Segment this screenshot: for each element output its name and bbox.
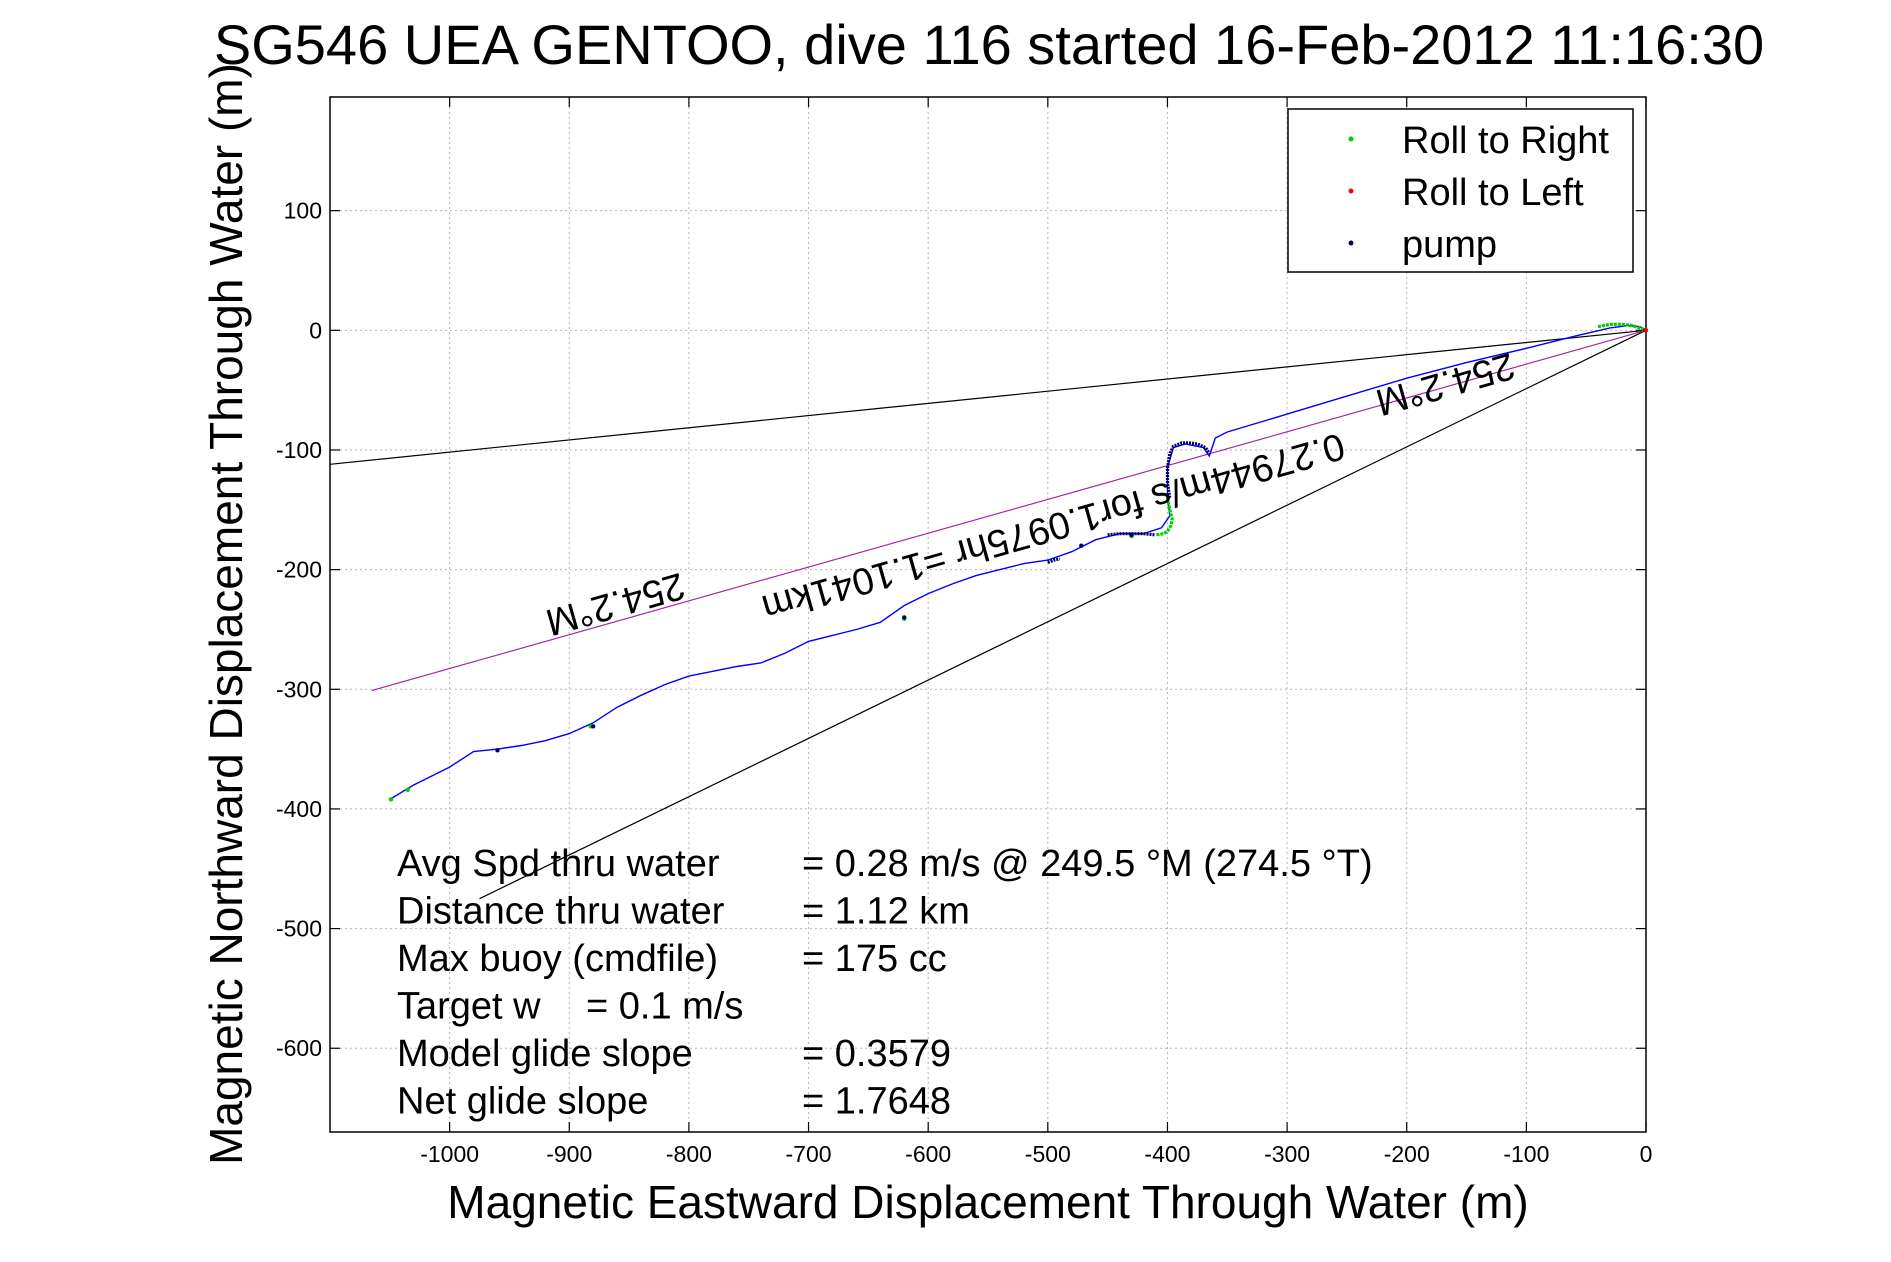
- legend-label: pump: [1402, 224, 1497, 266]
- pump-point: [1079, 543, 1084, 548]
- roll-left-point: [1643, 328, 1649, 333]
- legend: Roll to Right Roll to Left pump: [1287, 108, 1634, 273]
- y-axis-ticks: 100 0 -100 -200 -300 -400 -500 -600: [276, 198, 1646, 1061]
- stat-label: Max buoy (cmdfile): [397, 938, 718, 980]
- y-tick-label: -100: [276, 437, 322, 463]
- legend-label: Roll to Right: [1402, 120, 1609, 162]
- legend-label: Roll to Left: [1402, 172, 1584, 214]
- y-tick-label: -200: [276, 557, 322, 583]
- x-tick-label: -700: [786, 1141, 832, 1167]
- stat-value: = 175 cc: [802, 938, 947, 980]
- roll-right-segment: [1597, 322, 1647, 332]
- roll-right-point: [388, 797, 394, 802]
- stat-label: Distance thru water: [397, 891, 725, 933]
- x-axis-ticks: -1000 -900 -800 -700 -600 -500 -400 -300 -200 -10…: [420, 97, 1652, 1167]
- x-tick-label: -500: [1025, 1141, 1071, 1167]
- roll-right-point: [405, 787, 410, 792]
- y-tick-label: 0: [309, 317, 322, 343]
- y-axis-label: Magnetic Northward Displacement Through …: [200, 63, 252, 1165]
- pump-segment: [1165, 441, 1211, 499]
- x-tick-label: -900: [546, 1141, 592, 1167]
- legend-marker: [1348, 188, 1354, 194]
- reference-line: [329, 329, 1647, 465]
- x-axis-label: Magnetic Eastward Displacement Through W…: [447, 1176, 1528, 1228]
- stat-value: = 1.7648: [802, 1081, 951, 1123]
- y-tick-label: -400: [276, 796, 322, 822]
- stat-label: Model glide slope: [397, 1033, 693, 1075]
- x-tick-label: -1000: [420, 1141, 479, 1167]
- roll-right-segment: [1155, 497, 1174, 537]
- reference-lines: [329, 329, 1647, 900]
- stat-value: = 0.28 m/s @ 249.5 °M (274.5 °T): [802, 843, 1373, 885]
- x-tick-label: -400: [1144, 1141, 1190, 1167]
- reference-line: [479, 329, 1647, 900]
- track-line: [389, 324, 1647, 800]
- stat-value: = 1.12 km: [802, 891, 970, 933]
- x-tick-label: -300: [1264, 1141, 1310, 1167]
- pump-segment: [1047, 557, 1061, 564]
- chart-title: SG546 UEA GENTOO, dive 116 started 16-Fe…: [214, 13, 1764, 76]
- legend-marker: [1348, 240, 1354, 246]
- stat-label: Avg Spd thru water: [397, 843, 720, 885]
- y-tick-label: -600: [276, 1035, 322, 1061]
- stat-value: = 0.1 m/s: [586, 986, 743, 1028]
- y-tick-label: 100: [284, 198, 322, 224]
- x-tick-label: -600: [905, 1141, 951, 1167]
- y-tick-label: -300: [276, 676, 322, 702]
- legend-box: [1287, 108, 1634, 273]
- reference-line: [371, 330, 1647, 691]
- stats-block: Avg Spd thru water = 0.28 m/s @ 249.5 °M …: [397, 843, 1373, 1123]
- x-tick-label: -100: [1503, 1141, 1549, 1167]
- stat-label: Target w: [397, 986, 541, 1028]
- pump-point: [902, 615, 907, 620]
- stat-label: Net glide slope: [397, 1081, 648, 1123]
- legend-marker: [1348, 136, 1354, 142]
- track-layer: [388, 322, 1649, 802]
- pump-point: [591, 724, 596, 729]
- pump-point: [495, 748, 500, 753]
- pump-point: [1129, 532, 1134, 538]
- stat-value: = 0.3579: [802, 1033, 951, 1075]
- x-tick-label: -200: [1384, 1141, 1430, 1167]
- x-tick-label: -800: [666, 1141, 712, 1167]
- y-tick-label: -500: [276, 916, 322, 942]
- x-tick-label: 0: [1640, 1141, 1653, 1167]
